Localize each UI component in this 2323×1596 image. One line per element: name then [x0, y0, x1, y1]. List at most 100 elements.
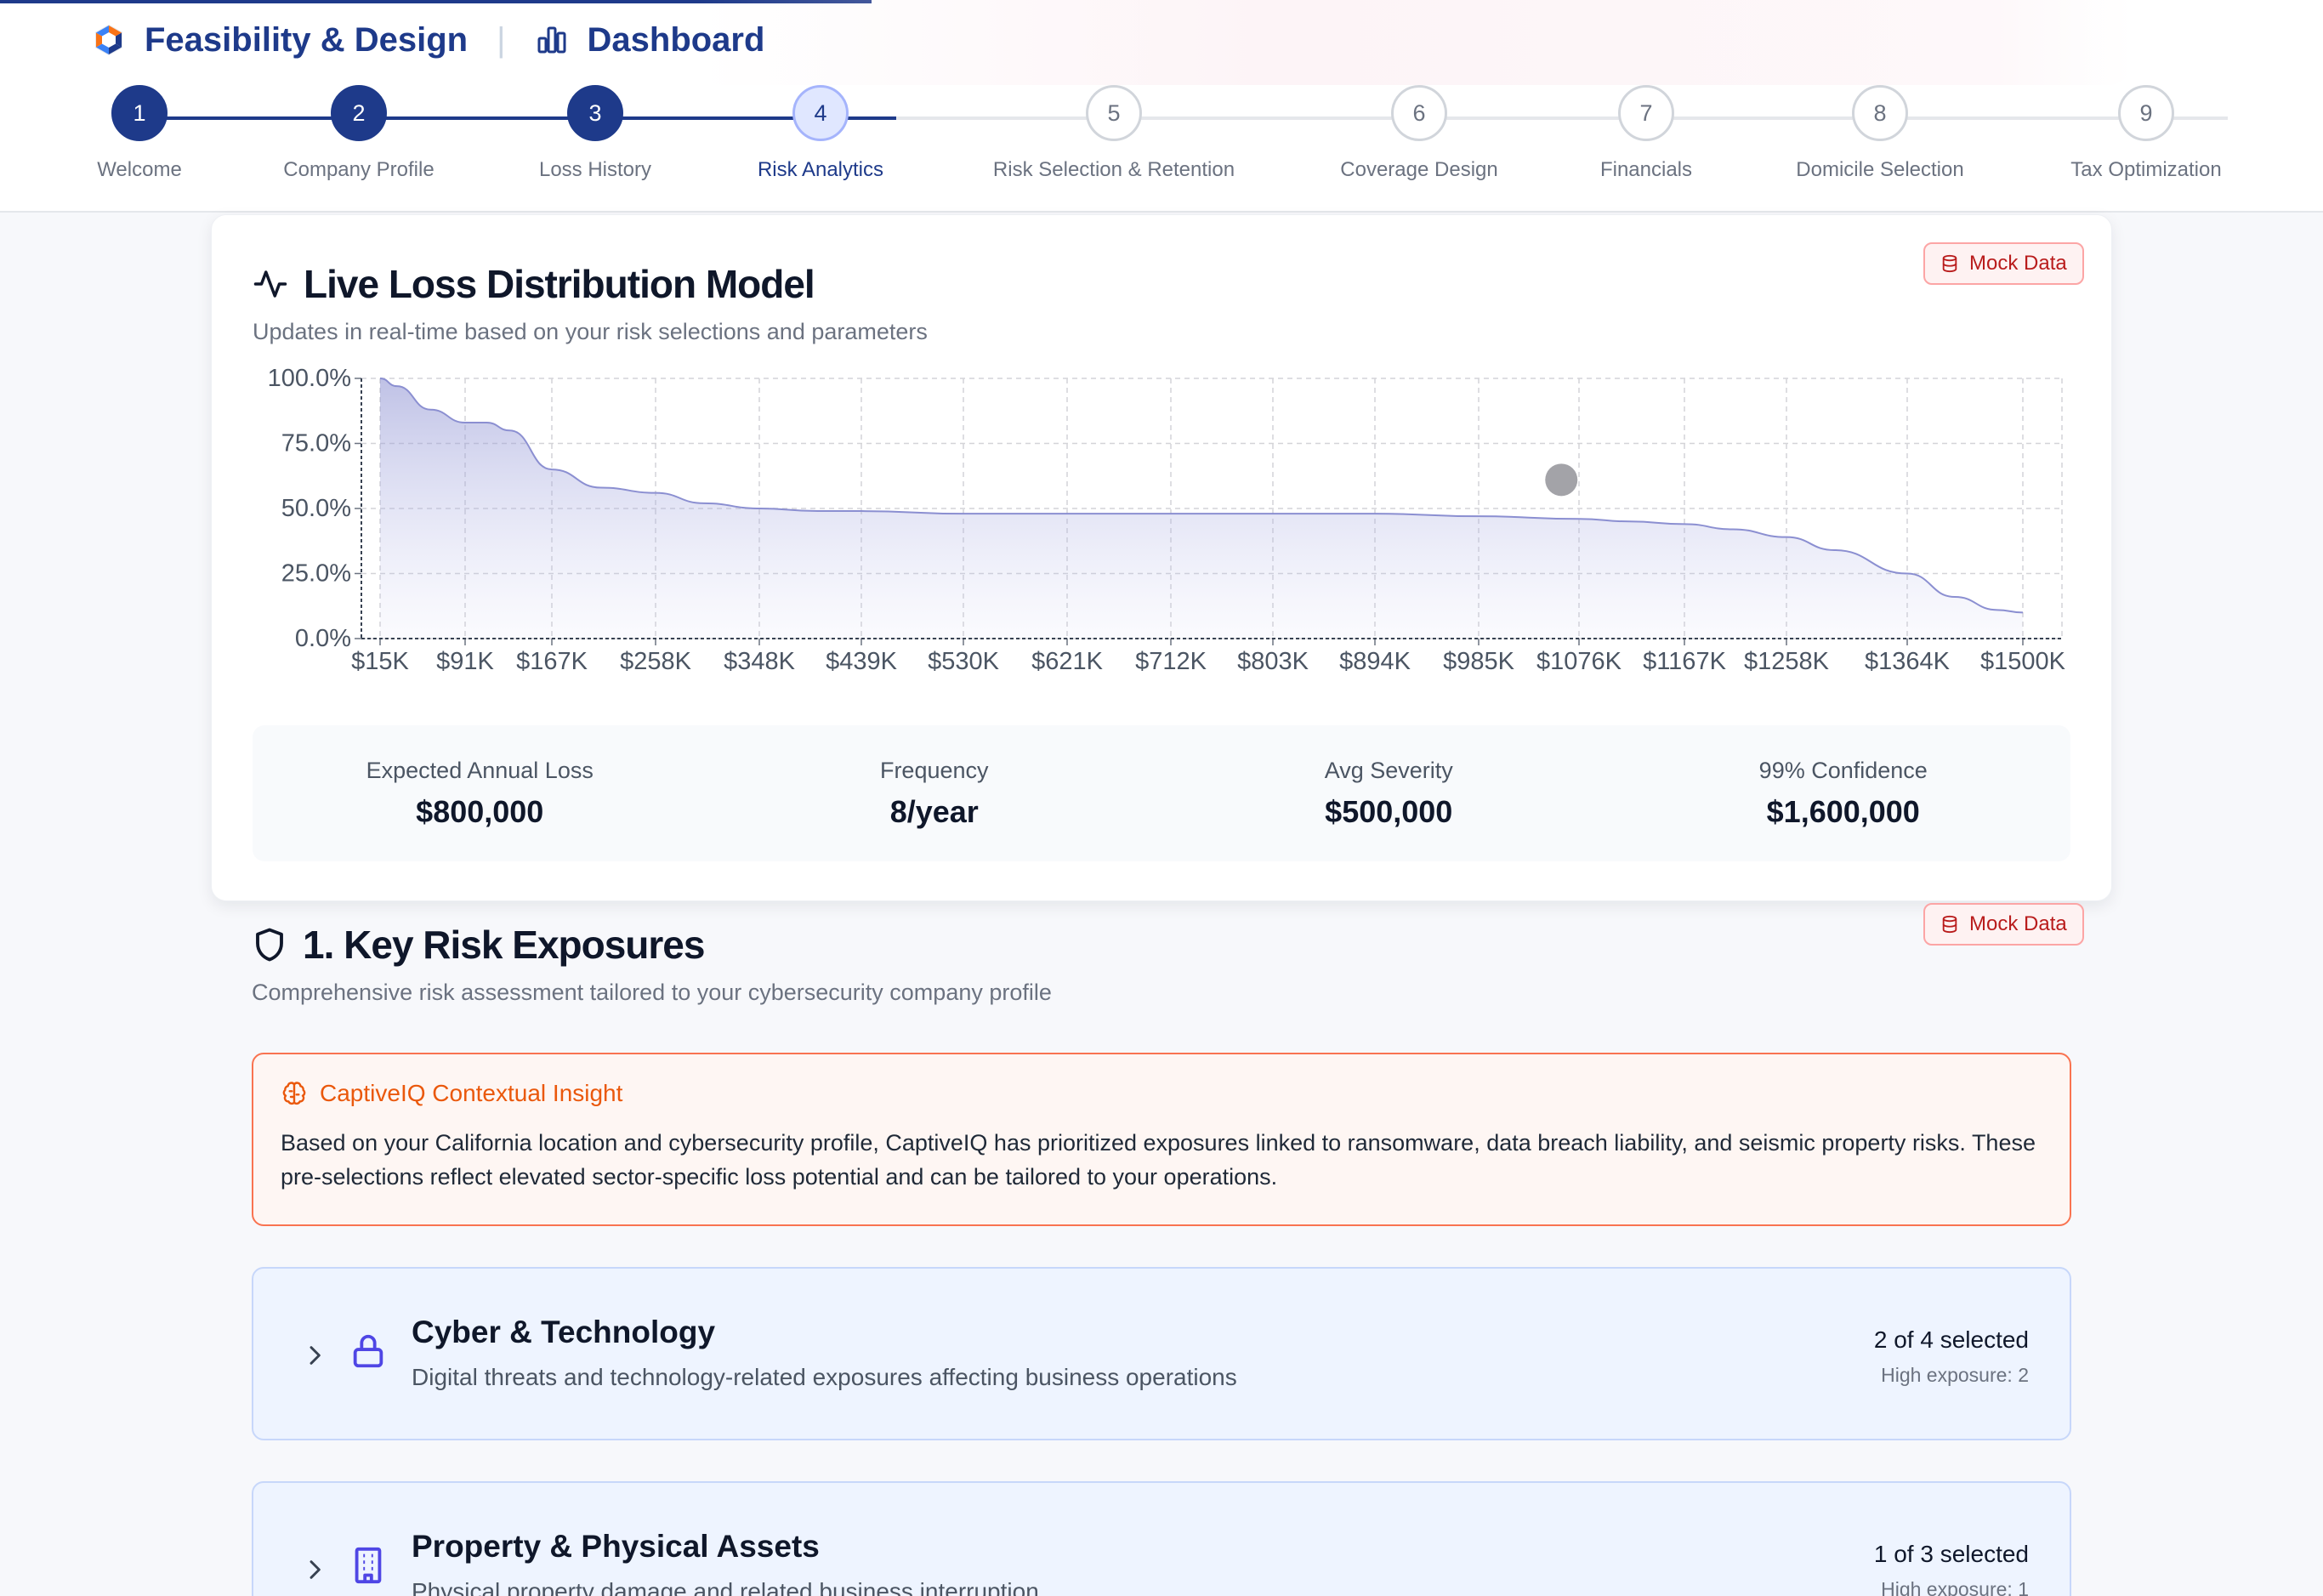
- mock-data-badge-exposures: Mock Data: [1923, 903, 2084, 946]
- step-number: 4: [792, 85, 849, 141]
- group-selected-count: 2 of 4 selected: [1873, 1326, 2029, 1353]
- step-number: 5: [1086, 85, 1142, 141]
- step-domicile-selection[interactable]: 8 Domicile Selection: [1752, 85, 2008, 182]
- app-title[interactable]: Feasibility & Design: [145, 20, 469, 59]
- activity-icon: [253, 270, 287, 298]
- stat-value: $1,600,000: [1766, 793, 1920, 829]
- badge-label: Mock Data: [1969, 252, 2067, 275]
- x-tick-label: $258K: [620, 648, 692, 675]
- x-tick-label: $167K: [516, 648, 588, 675]
- x-tick-label: $348K: [724, 648, 796, 675]
- step-label: Company Profile: [283, 158, 434, 181]
- step-label: Loss History: [538, 158, 652, 181]
- step-number: 7: [1618, 85, 1674, 141]
- chevron-right-icon[interactable]: [301, 1342, 328, 1369]
- insight-title: CaptiveIQ Contextual Insight: [320, 1080, 623, 1106]
- y-tick-label: 75.0%: [281, 430, 351, 457]
- x-tick-label: $1500K: [1980, 648, 2066, 675]
- app-header: Feasibility & Design | Dashboard 1 Welco…: [0, 0, 2323, 213]
- step-welcome[interactable]: 1 Welcome: [12, 85, 267, 182]
- x-tick-label: $1258K: [1744, 648, 1830, 675]
- key-risk-exposures-title-text: 1. Key Risk Exposures: [303, 923, 705, 967]
- step-tax-optimization[interactable]: 9 Tax Optimization: [2019, 85, 2274, 182]
- key-risk-exposures-subtitle: Comprehensive risk assessment tailored t…: [252, 980, 1052, 1005]
- loss-area-fill: [380, 378, 2023, 639]
- chevron-right-icon[interactable]: [301, 1556, 328, 1583]
- title-separator: |: [497, 20, 506, 59]
- dashboard-link[interactable]: Dashboard: [587, 20, 765, 59]
- loss-model-title-text: Live Loss Distribution Model: [304, 262, 815, 306]
- building-icon: [355, 1547, 382, 1584]
- group-exposure-count: High exposure: 1: [1881, 1578, 2029, 1596]
- step-label: Risk Analytics: [757, 158, 884, 181]
- x-tick-label: $439K: [826, 648, 898, 675]
- x-tick-label: $1364K: [1865, 648, 1951, 675]
- step-coverage-design[interactable]: 6 Coverage Design: [1292, 85, 1547, 182]
- loss-area-line: [379, 378, 2024, 614]
- step-label: Coverage Design: [1340, 158, 1498, 181]
- group-title: Cyber & Technology: [412, 1315, 716, 1349]
- stat-frequency: Frequency 8/year: [707, 725, 1162, 861]
- x-tick-label: $712K: [1135, 648, 1207, 675]
- x-tick-label: $985K: [1443, 648, 1515, 675]
- stat-value: $800,000: [416, 793, 544, 829]
- stepper-line-remaining: [896, 116, 2228, 120]
- header-decoration: [697, 0, 2134, 85]
- stat-value: 8/year: [889, 793, 979, 829]
- group-selected-count: 1 of 3 selected: [1873, 1541, 2029, 1567]
- x-tick-label: $894K: [1339, 648, 1411, 675]
- loss-model-subtitle: Updates in real-time based on your risk …: [253, 319, 928, 344]
- database-icon: [1942, 254, 1957, 273]
- group-title: Property & Physical Assets: [412, 1529, 820, 1564]
- y-tick-label: 25.0%: [281, 560, 351, 588]
- step-label: Tax Optimization: [2070, 158, 2222, 181]
- exposure-group-property[interactable]: Property & Physical Assets Physical prop…: [252, 1481, 2071, 1596]
- step-number: 6: [1391, 85, 1447, 141]
- insight-body: Based on your California location and cy…: [281, 1130, 2036, 1190]
- x-tick-label: $1167K: [1643, 648, 1726, 675]
- mock-data-badge: Mock Data: [1923, 242, 2084, 285]
- step-financials[interactable]: 7 Financials: [1519, 85, 1774, 182]
- exposure-group-cyber[interactable]: Cyber & Technology Digital threats and t…: [252, 1267, 2071, 1440]
- step-label: Financials: [1599, 158, 1693, 181]
- stat-label: Avg Severity: [1324, 757, 1453, 783]
- x-tick-label: $530K: [928, 648, 1000, 675]
- y-tick-label: 100.0%: [268, 365, 351, 392]
- x-tick-label: $15K: [351, 648, 409, 675]
- step-number: 1: [111, 85, 168, 141]
- hover-marker: [1545, 463, 1578, 497]
- brand-bar: Feasibility & Design | Dashboard: [92, 19, 764, 61]
- step-risk-analytics[interactable]: 4 Risk Analytics: [693, 85, 948, 182]
- loss-model-title: Live Loss Distribution Model: [253, 261, 815, 307]
- group-description: Physical property damage and related bus…: [412, 1578, 1039, 1596]
- stat-label: Expected Annual Loss: [366, 757, 594, 783]
- hexagon-logo-icon: [95, 24, 122, 56]
- step-loss-history[interactable]: 3 Loss History: [468, 85, 723, 182]
- lock-icon: [353, 1334, 383, 1368]
- step-risk-selection[interactable]: 5 Risk Selection & Retention: [986, 85, 1241, 182]
- x-tick-label: $621K: [1031, 648, 1104, 675]
- header-progress-bar: [0, 0, 872, 3]
- stat-avg-severity: Avg Severity $500,000: [1162, 725, 1616, 861]
- shield-icon: [256, 928, 283, 962]
- stat-label: 99% Confidence: [1758, 757, 1928, 783]
- step-label: Domicile Selection: [1796, 158, 1964, 181]
- y-tick-label: 50.0%: [281, 495, 351, 522]
- step-company-profile[interactable]: 2 Company Profile: [231, 85, 486, 182]
- stat-value: $500,000: [1325, 793, 1453, 829]
- step-number: 8: [1852, 85, 1908, 141]
- brain-icon: [282, 1082, 306, 1105]
- insight-header: CaptiveIQ Contextual Insight: [281, 1080, 2042, 1107]
- stepper-line-completed: [139, 116, 896, 120]
- step-number: 3: [567, 85, 623, 141]
- step-number: 9: [2118, 85, 2174, 141]
- group-exposure-count: High exposure: 2: [1881, 1364, 2029, 1386]
- y-tick-label: 0.0%: [295, 625, 351, 652]
- badge-label: Mock Data: [1969, 912, 2067, 935]
- stat-expected-annual-loss: Expected Annual Loss $800,000: [253, 725, 707, 861]
- stat-label: Frequency: [879, 757, 989, 783]
- step-label: Risk Selection & Retention: [992, 158, 1235, 181]
- x-tick-label: $803K: [1237, 648, 1309, 675]
- loss-distribution-chart[interactable]: 0.0% 25.0% 50.0% 75.0% 100.0% $15K $91K $167K $2…: [212, 215, 2113, 691]
- step-number: 2: [331, 85, 387, 141]
